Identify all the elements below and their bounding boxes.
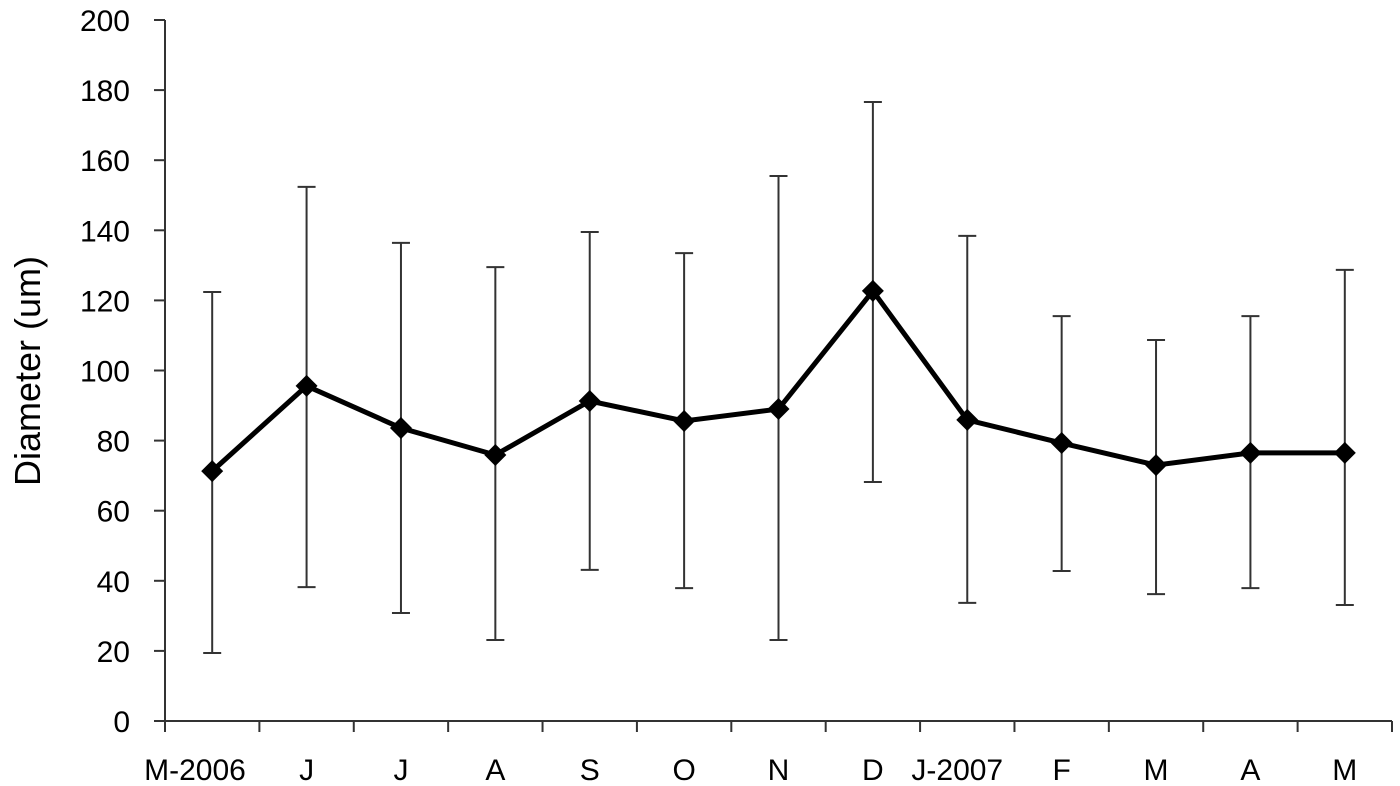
diamond-marker [767,398,790,421]
y-tick-label: 80 [97,426,130,459]
x-tick-label: F [1052,754,1070,786]
y-tick-label: 160 [80,145,130,178]
diamond-marker [201,460,224,483]
y-tick-label: 100 [80,356,130,389]
data-series [201,279,1356,483]
x-tick-label: D [862,754,884,786]
y-tick-label: 20 [97,636,130,669]
y-axis: 0 20 40 60 80 100 120 140 160 180 200 [80,5,166,739]
y-tick-label: 120 [80,285,130,318]
x-tick-label: A [1240,754,1260,786]
x-tick-label: O [672,754,695,786]
diamond-marker [1050,432,1073,455]
diamond-marker [1145,454,1168,477]
y-axis-title: Diameter (um) [7,256,48,486]
error-bars [203,101,1354,655]
x-tick-label: M-2006 [144,754,246,786]
x-tick-label: J [299,754,314,786]
y-tick-label: 200 [80,5,130,38]
y-tick-label: 0 [113,706,130,739]
diamond-marker [389,416,412,439]
x-tick-label: M [1332,754,1357,786]
y-tick-label: 180 [80,75,130,108]
diamond-marker [1333,441,1356,464]
diamond-marker [956,408,979,431]
x-tick-label: J-2007 [911,754,1003,786]
diamond-marker [484,443,507,466]
x-axis: M-2006 J J A S O N D J-2007 F M A M [144,720,1393,786]
x-tick-label: S [580,754,600,786]
y-tick-label: 140 [80,215,130,248]
x-tick-label: J [393,754,408,786]
diamond-marker [295,374,318,397]
diamond-marker [861,279,884,302]
diamond-marker [578,389,601,412]
diamond-marker [673,409,696,432]
x-tick-label: N [768,754,790,786]
x-tick-label: A [485,754,505,786]
y-tick-label: 40 [97,566,130,599]
y-tick-label: 60 [97,496,130,529]
x-tick-label: M [1144,754,1169,786]
diamond-marker [1239,441,1262,464]
